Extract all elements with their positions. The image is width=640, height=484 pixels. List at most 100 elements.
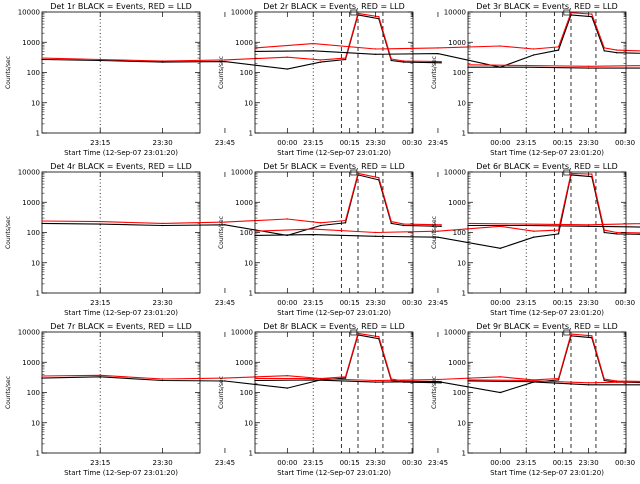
events-point	[224, 224, 226, 226]
x-axis-label: Start Time (12-Sep-07 23:01:20)	[277, 469, 391, 477]
events-point	[532, 54, 535, 56]
lld-point	[525, 223, 527, 225]
detector-panel: Det 5r BLACK = Events, RED = LLD Counts/s…	[218, 162, 640, 317]
y-tick-label: 10	[244, 99, 253, 107]
y-axis-label: Counts/sec	[218, 56, 225, 89]
events-series-line	[254, 14, 640, 68]
events-point	[99, 223, 101, 225]
lld-point	[440, 60, 442, 63]
lld-point	[603, 229, 605, 231]
events-point	[557, 233, 560, 235]
lld-point	[603, 378, 605, 380]
events-point	[440, 225, 442, 228]
lld-point	[557, 229, 560, 231]
plot-frame	[467, 331, 627, 454]
events-point	[525, 224, 527, 227]
y-axis-label: Counts/sec	[218, 216, 225, 249]
x-tick-label: 23:45	[428, 459, 448, 467]
events-point	[467, 380, 469, 382]
lld-point	[378, 15, 380, 18]
events-point	[319, 61, 322, 63]
lld-point	[403, 60, 405, 62]
events-point	[587, 225, 590, 228]
plot-frame	[467, 171, 627, 294]
events-point	[603, 379, 605, 382]
x-axis-label: Start Time (12-Sep-07 23:01:20)	[490, 309, 604, 317]
lld-point	[616, 380, 618, 382]
lld-point	[254, 377, 256, 380]
lld-point	[357, 172, 359, 175]
lld-point	[591, 335, 593, 337]
y-tick-label: 10000	[444, 329, 466, 337]
lld-point	[357, 332, 359, 335]
lld-point	[525, 379, 527, 382]
detector-panel: Det 4r BLACK = Events, RED = LLD Counts/s…	[5, 162, 442, 317]
events-point	[254, 379, 256, 382]
lld-point	[286, 218, 289, 220]
events-point	[587, 384, 590, 386]
events-point	[41, 377, 43, 379]
lld-point	[374, 379, 377, 382]
lld-point	[390, 58, 392, 60]
x-tick-label: 23:15	[516, 139, 536, 147]
y-tick-label: 10000	[444, 9, 466, 17]
lld-point	[344, 57, 347, 59]
lld-series-line	[467, 222, 640, 226]
lld-point	[99, 220, 101, 223]
x-tick-label: 00:30	[615, 299, 635, 307]
lld-point	[374, 48, 377, 50]
y-axis-label: Counts/sec	[431, 56, 438, 89]
lld-point	[344, 376, 347, 378]
x-axis-label: Start Time (12-Sep-07 23:01:20)	[64, 469, 178, 477]
x-tick-label: 00:00	[490, 299, 510, 307]
events-point	[312, 50, 314, 52]
y-tick-label: 1000	[448, 39, 466, 47]
detector-panel: Det 7r BLACK = Events, RED = LLD Counts/s…	[5, 322, 442, 477]
detector-panel: Det 6r BLACK = Events, RED = LLD Counts/s…	[431, 162, 640, 317]
lld-point	[224, 221, 226, 223]
events-point	[99, 59, 101, 62]
x-tick-label: 23:15	[303, 299, 323, 307]
panel-title: Det 6r BLACK = Events, RED = LLD	[476, 162, 618, 171]
y-axis-label: Counts/sec	[218, 376, 225, 409]
events-point	[41, 58, 43, 61]
events-point	[587, 67, 590, 69]
lld-point	[557, 377, 560, 380]
y-tick-label: 10000	[18, 329, 40, 337]
x-axis-label: Start Time (12-Sep-07 23:01:20)	[277, 309, 391, 317]
events-point	[603, 231, 605, 234]
x-tick-label: 23:30	[578, 139, 598, 147]
lld-point	[312, 228, 314, 230]
events-point	[224, 380, 226, 382]
events-point	[499, 247, 502, 250]
lld-point	[587, 224, 590, 226]
panel-title: Det 7r BLACK = Events, RED = LLD	[50, 322, 192, 331]
lld-series-line	[255, 333, 640, 382]
events-point	[161, 379, 164, 382]
events-point	[390, 59, 392, 62]
events-point	[403, 224, 405, 227]
y-tick-label: 1	[36, 290, 40, 298]
y-tick-label: 100	[453, 389, 466, 397]
lld-series-line	[41, 332, 442, 383]
events-point	[99, 376, 101, 378]
plot-frame	[41, 171, 201, 294]
lld-series-line	[254, 172, 640, 234]
plot-frame	[467, 11, 627, 134]
events-series-line	[41, 14, 442, 70]
lld-point	[532, 230, 535, 232]
events-point	[525, 380, 527, 383]
x-tick-label: 00:00	[490, 139, 510, 147]
events-point	[254, 50, 256, 53]
plot-frame	[254, 11, 414, 134]
lld-point	[41, 57, 43, 59]
lld-point	[312, 42, 314, 45]
lld-point	[312, 377, 314, 380]
lld-point	[616, 49, 618, 51]
x-tick-label: 00:30	[615, 459, 635, 467]
x-tick-label: 23:15	[90, 299, 110, 307]
lld-point	[224, 377, 226, 379]
y-axis-label: Counts/sec	[431, 376, 438, 409]
events-series-line	[468, 66, 640, 69]
lld-point	[254, 47, 256, 49]
